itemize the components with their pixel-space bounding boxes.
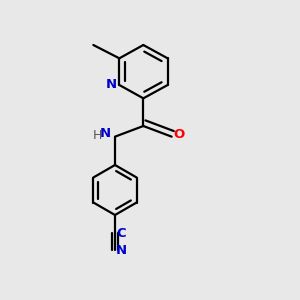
Text: N: N [116,244,127,256]
Text: O: O [173,128,184,142]
Text: N: N [105,79,117,92]
Text: N: N [100,128,111,140]
Text: H: H [93,130,102,142]
Text: C: C [116,227,126,240]
